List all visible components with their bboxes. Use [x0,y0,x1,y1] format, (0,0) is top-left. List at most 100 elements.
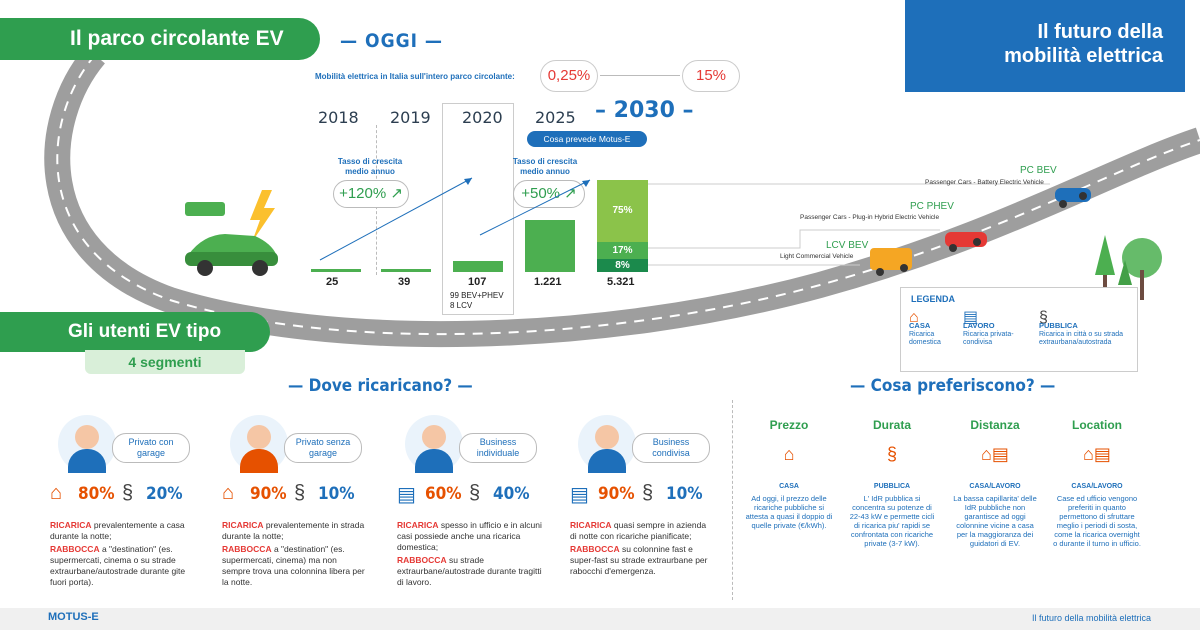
segment-label: Privato con garage [112,433,190,463]
van-icon [870,248,912,276]
car-red-icon [945,232,987,252]
segment-t2-text: a "destination" (es. supermercati, cinem… [222,544,365,587]
segment-pct-primary: 90% [598,484,635,504]
house-icon: ⌂ [909,309,919,326]
note-2020-bev: 99 BEV+PHEV [450,291,504,300]
year-2019: 2019 [390,108,431,127]
segment-description: RICARICA quasi sempre in azienda di nott… [570,520,715,577]
year-2020-highlight [442,103,514,315]
segment-t2-text: su colonnine fast e super-fast su strade… [570,544,708,576]
stack-2030-lcv-bev: 8% [597,259,648,272]
segment-description: RICARICA prevalentemente a casa durante … [50,520,195,588]
note-2020-lcv: 8 LCV [450,301,473,310]
bar-2025 [525,220,575,272]
prefer-title: — Cosa preferiscono? — [850,376,1056,396]
pref-text: Case ed ufficio vengono preferiti in qua… [1053,494,1141,548]
growth1-value: +120% ↗ [333,180,409,208]
pref-subtitle: CASA/LAVORO [969,483,1021,490]
users-subtitle: 4 segmenti [85,350,245,374]
segment-t1-text: prevalentemente a casa durante la notte; [50,520,185,541]
segment-label: Privato senza garage [284,433,362,463]
growth1-text: +120% [339,185,387,202]
office-icon: ▤ [397,484,416,506]
year-2025: 2025 [535,108,576,127]
growth2-text: +50% [521,185,561,202]
segment-t2-keyword: RABBOCCA [222,544,272,554]
pref-subtitle: CASA/LAVORO [1071,483,1123,490]
segment-pct-secondary: 20% [146,484,183,504]
legend-casa-desc: Ricarica domestica [909,331,941,346]
pref-title: Distanza [970,418,1020,432]
oggi-label: — OGGI — [340,30,444,52]
parco-title: Il parco circolante EV [0,18,320,60]
lightning-icon [250,190,275,242]
legend-pubblica-name: PUBBLICA [1039,321,1078,330]
year-2018: 2018 [318,108,359,127]
segment-t1-text: quasi sempre in azienda di notte con ric… [570,520,707,541]
pref-title: Location [1072,418,1122,432]
pref-title: Durata [872,418,911,432]
avatar [405,415,463,473]
year-2020: 2020 [462,108,503,127]
vehicle-connectors [648,183,1050,266]
legend-pubblica-desc: Ricarica in città o su strada extraurban… [1039,331,1124,346]
year-2030: – 2030 – [595,98,694,123]
segment-t2-text: su strade extraurbane/autostrade durante… [397,555,542,587]
growth2-value: +50% ↗ [513,180,585,208]
share-arrow-line [600,75,680,76]
growth1-label: Tasso di crescita medio annuo [337,157,403,176]
legend-title: LEGENDA [911,294,956,304]
stack-2030-pc-phev: 17% [597,242,648,259]
segment-t1-keyword: RICARICA [570,520,612,530]
legend-lavoro-desc: Ricarica privata-condivisa [963,331,1014,346]
road-icon: § [294,482,306,504]
office-icon: ▤ [570,484,589,506]
pref-text: Ad oggi, il prezzo delle ricariche pubbl… [745,494,833,530]
lcv-bev-desc: Light Commercial Vehicle [780,253,854,260]
segment-t1-keyword: RICARICA [397,520,439,530]
footer-tagline: Il futuro della mobilità elettrica [1032,613,1152,623]
bar-2018 [311,269,361,272]
value-2025: 1.221 [534,276,562,288]
avatar [230,415,288,473]
car-blue-icon [1055,188,1091,208]
segment-t1-text: spesso in ufficio e in alcuni casi possi… [397,520,542,552]
house-office-icon: ⌂▤ [1083,444,1111,464]
pref-subtitle: PUBBLICA [873,483,911,490]
segment-description: RICARICA prevalentemente in strada duran… [222,520,367,588]
legend-item-casa: ⌂ CASA Ricarica domestica [909,309,961,347]
segment-description: RICARICA spesso in ufficio e in alcuni c… [397,520,542,588]
value-2018: 25 [326,276,339,288]
bar-2020 [453,261,503,272]
pc-phev-desc: Passenger Cars - Plug-in Hybrid Electric… [800,214,940,221]
brand-title-line2: mobilità elettrica [1004,45,1163,67]
segment-pct-secondary: 10% [666,484,703,504]
trend-arrows [319,177,591,261]
pc-bev-desc: Passenger Cars - Battery Electric Vehicl… [925,179,1044,186]
segment-pct-secondary: 10% [318,484,355,504]
pref-title: Prezzo [769,418,809,432]
segment-t2-keyword: RABBOCCA [50,544,100,554]
plug-icon [185,202,225,216]
pref-text: L' IdR pubblica si concentra su potenze … [849,494,935,548]
lcv-bev-label: LCV BEV [826,240,869,251]
legend-item-pubblica: § PUBBLICA Ricarica in città o su strada… [1039,310,1135,347]
legend-casa-name: CASA [909,321,931,330]
house-icon: ⌂ [222,482,235,504]
brand-title-line1: Il futuro della [1037,21,1163,43]
share-today: 0,25% [540,60,598,92]
where-title: — Dove ricaricano? — [288,376,473,396]
segment-pct-primary: 60% [425,484,462,504]
bar-2019 [381,269,431,272]
motus-forecast-badge: Cosa prevede Motus-E [527,131,647,147]
segment-pct-primary: 80% [78,484,115,504]
ev-charging-illustration [185,190,278,276]
segment-label: Business individuale [459,433,537,463]
avatar [58,415,116,473]
segment-t2-keyword: RABBOCCA [570,544,620,554]
segment-pct-secondary: 40% [493,484,530,504]
pc-phev-label: PC PHEV [910,201,954,212]
avatar [578,415,636,473]
